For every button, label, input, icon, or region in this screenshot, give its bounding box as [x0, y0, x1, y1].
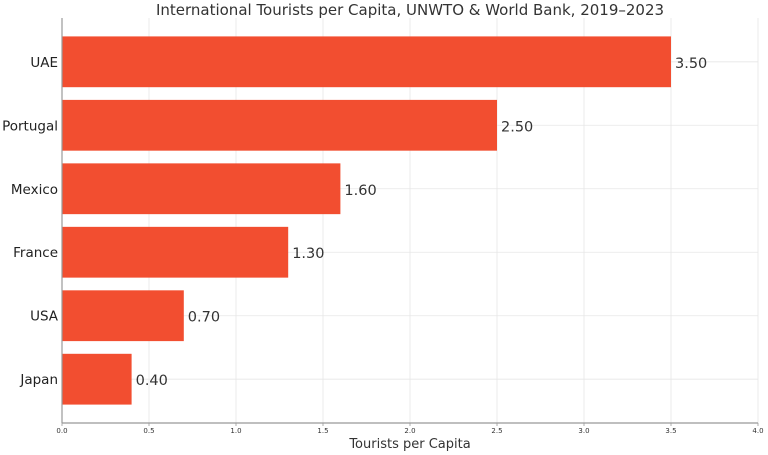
x-tick-label: 3.0 [578, 427, 589, 435]
x-tick-label: 0.5 [143, 427, 154, 435]
y-tick-label: Mexico [11, 182, 58, 198]
data-label: 0.70 [188, 310, 220, 326]
x-tick-label: 1.0 [230, 427, 241, 435]
chart-title: International Tourists per Capita, UNWTO… [156, 1, 664, 19]
bar-mexico [62, 163, 341, 215]
x-tick-label: 2.5 [491, 427, 502, 435]
bar-japan [62, 353, 132, 405]
y-tick-label: UAE [30, 55, 58, 71]
data-label: 1.60 [344, 183, 376, 199]
bar-france [62, 226, 289, 278]
y-tick-label: Japan [19, 372, 58, 388]
bar-usa [62, 290, 184, 342]
bar-uae [62, 36, 671, 88]
data-label: 3.50 [675, 56, 707, 72]
y-tick-label: Portugal [2, 118, 58, 134]
x-tick-label: 2.0 [404, 427, 415, 435]
x-tick-label: 4.0 [752, 427, 763, 435]
x-tick-label: 1.5 [317, 427, 328, 435]
bar-portugal [62, 99, 497, 151]
x-tick-label: 3.5 [665, 427, 676, 435]
y-tick-label: USA [30, 309, 59, 325]
y-tick-label: France [13, 245, 58, 261]
x-axis-label: Tourists per Capita [348, 437, 470, 451]
data-label: 0.40 [136, 373, 168, 389]
x-tick-label: 0.0 [56, 427, 67, 435]
data-label: 2.50 [501, 119, 533, 135]
data-label: 1.30 [292, 246, 324, 262]
